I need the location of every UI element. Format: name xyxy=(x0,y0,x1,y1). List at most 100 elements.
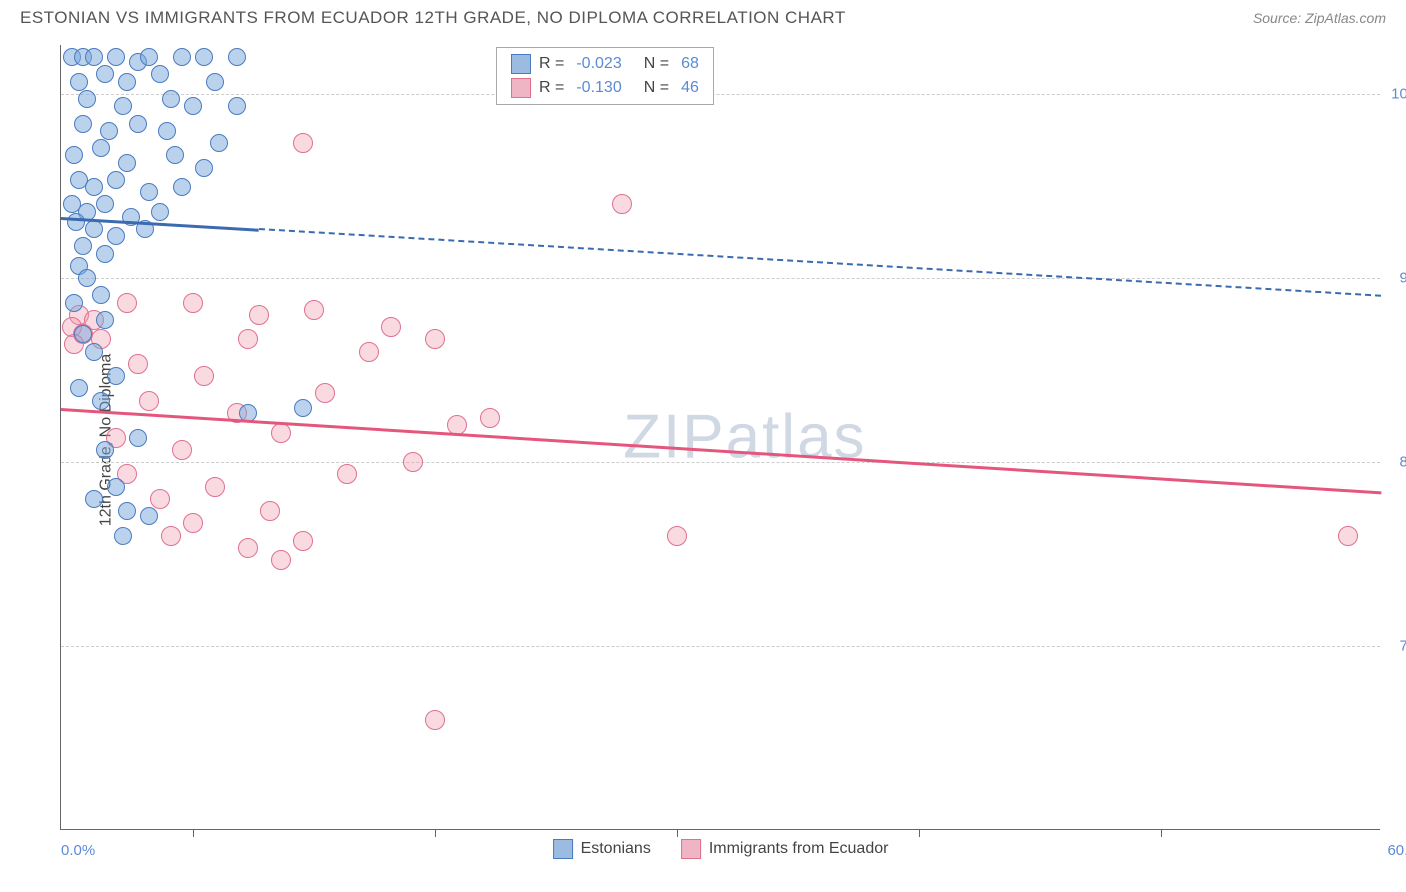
data-point xyxy=(65,294,83,312)
data-point xyxy=(118,154,136,172)
r-value: -0.023 xyxy=(576,55,621,73)
data-point xyxy=(139,391,159,411)
data-point xyxy=(183,513,203,533)
data-point xyxy=(173,178,191,196)
chart-title: ESTONIAN VS IMMIGRANTS FROM ECUADOR 12TH… xyxy=(20,8,846,28)
chart-source: Source: ZipAtlas.com xyxy=(1253,10,1386,26)
bottom-legend: Estonians Immigrants from Ecuador xyxy=(553,839,889,859)
n-value: 68 xyxy=(681,55,699,73)
data-point xyxy=(337,464,357,484)
data-point xyxy=(249,305,269,325)
x-tick xyxy=(193,829,194,837)
r-label: R = xyxy=(539,55,564,73)
n-label: N = xyxy=(644,55,669,73)
x-tick xyxy=(1161,829,1162,837)
data-point xyxy=(271,423,291,443)
data-point xyxy=(70,379,88,397)
data-point xyxy=(67,213,85,231)
data-point xyxy=(140,48,158,66)
gridline xyxy=(61,462,1380,463)
x-max-label: 60.0% xyxy=(1387,842,1406,859)
data-point xyxy=(92,139,110,157)
y-tick-label: 85.0% xyxy=(1399,454,1406,471)
data-point xyxy=(92,392,110,410)
data-point xyxy=(195,48,213,66)
n-value: 46 xyxy=(681,79,699,97)
data-point xyxy=(114,527,132,545)
data-point xyxy=(194,366,214,386)
data-point xyxy=(151,203,169,221)
data-point xyxy=(100,122,118,140)
data-point xyxy=(315,383,335,403)
data-point xyxy=(74,115,92,133)
data-point xyxy=(228,48,246,66)
x-tick xyxy=(919,829,920,837)
data-point xyxy=(118,73,136,91)
data-point xyxy=(425,710,445,730)
legend-item: Immigrants from Ecuador xyxy=(681,839,889,859)
data-point xyxy=(403,452,423,472)
legend-swatch xyxy=(511,54,531,74)
data-point xyxy=(65,146,83,164)
data-point xyxy=(107,171,125,189)
data-point xyxy=(96,65,114,83)
data-point xyxy=(140,507,158,525)
data-point xyxy=(140,183,158,201)
y-tick-label: 100.0% xyxy=(1391,86,1406,103)
data-point xyxy=(172,440,192,460)
data-point xyxy=(96,245,114,263)
data-point xyxy=(85,220,103,238)
data-point xyxy=(304,300,324,320)
data-point xyxy=(96,311,114,329)
data-point xyxy=(173,48,191,66)
data-point xyxy=(480,408,500,428)
data-point xyxy=(294,399,312,417)
x-tick xyxy=(677,829,678,837)
data-point xyxy=(228,97,246,115)
x-min-label: 0.0% xyxy=(61,842,95,859)
data-point xyxy=(118,502,136,520)
legend-swatch xyxy=(681,839,701,859)
data-point xyxy=(74,325,92,343)
stats-legend: R = -0.023 N = 68R = -0.130 N = 46 xyxy=(496,47,714,105)
data-point xyxy=(195,159,213,177)
data-point xyxy=(161,526,181,546)
legend-swatch xyxy=(511,78,531,98)
data-point xyxy=(85,48,103,66)
data-point xyxy=(107,227,125,245)
r-value: -0.130 xyxy=(576,79,621,97)
stats-legend-row: R = -0.023 N = 68 xyxy=(511,52,699,76)
data-point xyxy=(107,478,125,496)
gridline xyxy=(61,94,1380,95)
data-point xyxy=(1338,526,1358,546)
data-point xyxy=(293,531,313,551)
data-point xyxy=(129,429,147,447)
gridline xyxy=(61,278,1380,279)
data-point xyxy=(151,65,169,83)
data-point xyxy=(612,194,632,214)
data-point xyxy=(162,90,180,108)
data-point xyxy=(238,329,258,349)
data-point xyxy=(150,489,170,509)
data-point xyxy=(206,73,224,91)
trend-line-dashed xyxy=(259,228,1381,297)
legend-swatch xyxy=(553,839,573,859)
data-point xyxy=(85,178,103,196)
data-point xyxy=(205,477,225,497)
data-point xyxy=(96,441,114,459)
data-point xyxy=(92,286,110,304)
data-point xyxy=(425,329,445,349)
data-point xyxy=(107,367,125,385)
y-tick-label: 77.5% xyxy=(1399,638,1406,655)
y-tick-label: 92.5% xyxy=(1399,270,1406,287)
n-label: N = xyxy=(644,79,669,97)
data-point xyxy=(210,134,228,152)
data-point xyxy=(381,317,401,337)
stats-legend-row: R =-0.130N =46 xyxy=(511,76,699,100)
trend-line-solid xyxy=(61,408,1381,494)
legend-label: Estonians xyxy=(581,840,651,858)
chart-header: ESTONIAN VS IMMIGRANTS FROM ECUADOR 12TH… xyxy=(0,0,1406,36)
data-point xyxy=(667,526,687,546)
data-point xyxy=(107,48,125,66)
data-point xyxy=(114,97,132,115)
